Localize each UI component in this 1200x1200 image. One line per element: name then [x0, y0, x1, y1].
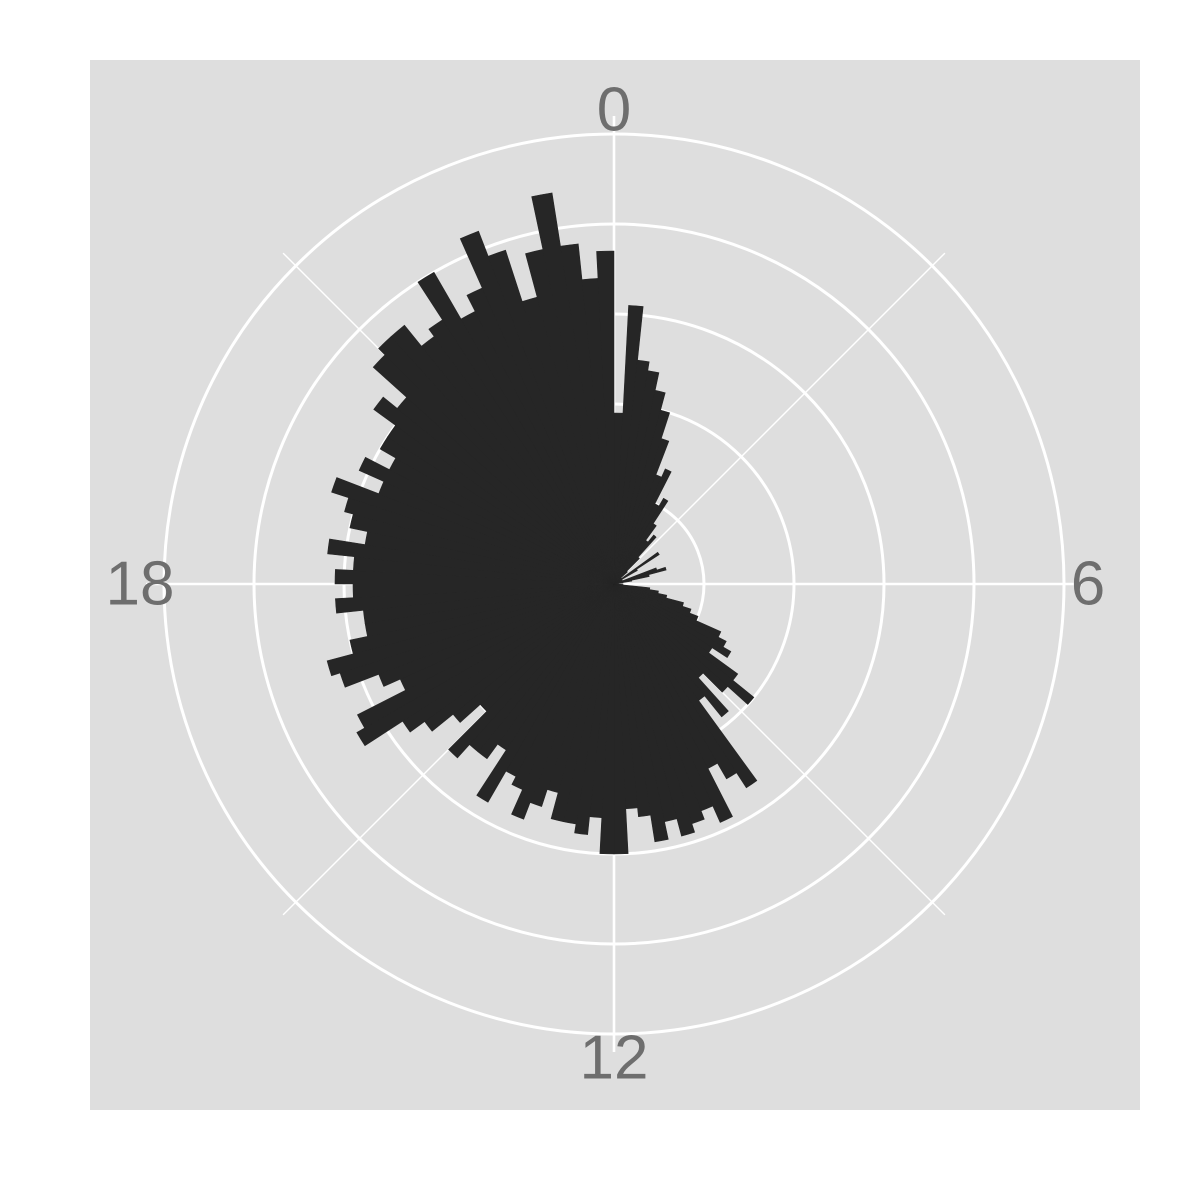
bar [613, 583, 755, 705]
radial-grid-ring [162, 132, 1066, 1036]
bar [560, 243, 615, 585]
bar [358, 456, 615, 585]
radial-grid-ring [252, 222, 976, 946]
angular-grid-line [613, 252, 946, 585]
bar [531, 192, 615, 585]
bar [613, 551, 660, 585]
bar [390, 324, 615, 585]
bar [613, 523, 657, 585]
bar [326, 583, 615, 677]
bar [596, 250, 615, 585]
bar [613, 468, 672, 585]
bar-series [326, 192, 758, 855]
bar [613, 583, 732, 658]
bar [613, 583, 696, 837]
bar [613, 583, 729, 718]
bar [331, 477, 615, 585]
bar [613, 583, 651, 818]
bar [613, 497, 669, 585]
bar [356, 583, 615, 729]
bar [373, 396, 615, 585]
angle-label: 6 [1071, 550, 1105, 619]
angle-label: 18 [106, 550, 175, 619]
bar [487, 249, 615, 585]
bar [417, 271, 615, 585]
bar [613, 583, 733, 823]
bar [613, 583, 669, 843]
bar [349, 583, 615, 655]
angle-axis-labels: 0 6 12 18 [106, 76, 1106, 1093]
bar [356, 583, 615, 747]
bar [613, 583, 737, 780]
bar [613, 583, 729, 693]
bar [613, 574, 650, 585]
bar [511, 583, 615, 790]
bar [613, 583, 758, 789]
bar [511, 583, 615, 820]
bar [613, 534, 657, 585]
bar [448, 583, 615, 759]
bar [335, 583, 615, 614]
bar [459, 230, 615, 585]
angle-label: 0 [597, 76, 631, 145]
bar [613, 566, 667, 585]
angle-label: 12 [580, 1024, 649, 1093]
bar [476, 583, 615, 803]
